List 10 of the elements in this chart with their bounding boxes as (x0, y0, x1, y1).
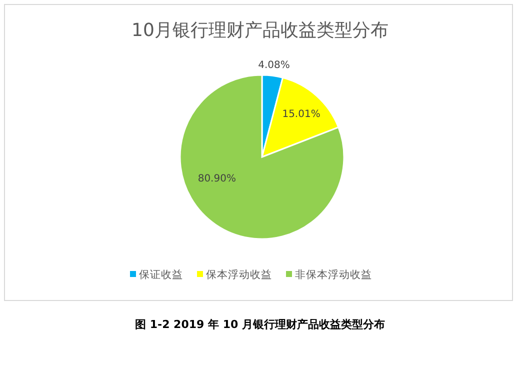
chart-title: 10月银行理财产品收益类型分布 (132, 20, 388, 41)
data-label: 15.01% (282, 108, 320, 120)
legend-label: 保证收益 (139, 269, 183, 281)
legend-label: 非保本浮动收益 (295, 268, 372, 281)
caption: 图 1-2 2019 年 10 月银行理财产品收益类型分布 (135, 318, 385, 331)
data-label: 80.90% (198, 174, 236, 184)
pie-slice (179, 74, 345, 240)
legend-label: 保本浮动收益 (206, 268, 272, 281)
data-label: 4.08% (258, 60, 290, 71)
pie-slice (261, 76, 340, 158)
